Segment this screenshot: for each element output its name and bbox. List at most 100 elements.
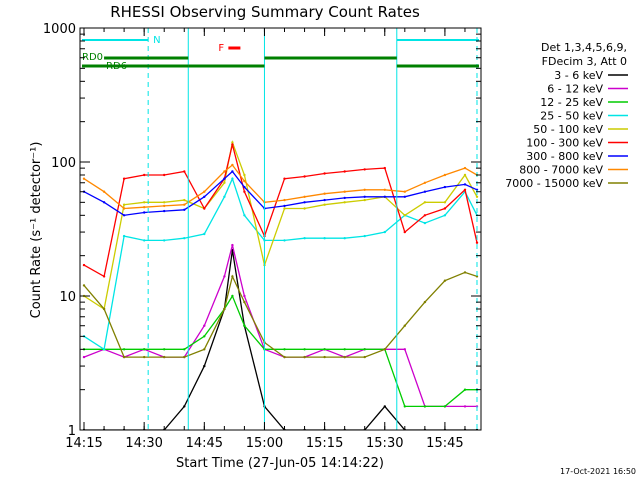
series-5-point (283, 177, 286, 180)
series-7-point (343, 190, 346, 193)
series-8-point (163, 355, 166, 359)
x-axis-label: Start Time (27-Jun-05 14:14:22) (176, 456, 384, 471)
legend-entry-label: 12 - 25 keV (540, 96, 603, 109)
y-tick-label: 100 (51, 156, 76, 171)
series-4-point (363, 198, 366, 202)
series-7-point (231, 163, 234, 167)
series-7-point (403, 190, 406, 193)
series-1-point (82, 355, 86, 359)
series-line-2 (84, 294, 477, 408)
legend-entry-label: 3 - 6 keV (554, 69, 603, 82)
series-5-point (363, 168, 366, 171)
footer-timestamp: 17-Oct-2021 16:50 (560, 467, 636, 476)
series-1-point (403, 348, 406, 351)
series-5-point (443, 207, 447, 210)
series-6-point (223, 177, 226, 180)
series-group (82, 140, 479, 430)
legend-header-line-1: Det 1,3,4,5,6,9, (541, 41, 627, 54)
series-2-point (231, 294, 234, 298)
series-2-point (463, 388, 467, 391)
legend-entry-label: 300 - 800 keV (526, 150, 603, 163)
series-5-point (243, 190, 246, 193)
series-6-point (383, 195, 386, 198)
series-8-point (122, 355, 126, 359)
x-tick-label: 15:45 (426, 436, 463, 451)
series-3-point (143, 239, 146, 242)
series-7-point (122, 207, 126, 210)
series-8-point (363, 355, 366, 359)
series-5-point (203, 207, 206, 210)
series-3-point (223, 195, 226, 198)
series-3-point (363, 234, 366, 238)
series-7-point (323, 192, 326, 195)
series-7-point (283, 198, 286, 202)
series-4-point (403, 214, 406, 217)
y-tick-label: 1 (68, 424, 76, 439)
series-7-point (203, 190, 206, 193)
series-4-point (475, 195, 479, 198)
legend-entry-label: 25 - 50 keV (540, 110, 603, 123)
series-8-point (143, 355, 146, 359)
series-6-point (143, 211, 146, 214)
series-5-point (143, 173, 146, 177)
legend-entry-label: 6 - 12 keV (547, 83, 603, 96)
series-2-point (423, 405, 427, 408)
series-8-point (203, 348, 206, 351)
series-7-point (82, 177, 86, 180)
series-5-point (231, 143, 234, 146)
series-4-point (122, 203, 126, 206)
series-1-point (243, 294, 246, 298)
series-5-point (403, 230, 406, 234)
series-4-point (303, 207, 306, 210)
series-7-point (243, 179, 246, 183)
series-line-1 (83, 244, 477, 408)
series-3-point (183, 237, 186, 240)
series-5-point (323, 172, 326, 175)
x-tick-label: 14:30 (125, 436, 162, 451)
chart-title: RHESSI Observing Summary Count Rates (110, 3, 420, 21)
series-6-point (243, 185, 246, 189)
flare-label: F (218, 43, 224, 54)
series-1-point (223, 275, 226, 278)
series-5-point (163, 173, 166, 177)
series-6-point (283, 204, 286, 208)
x-tick-label: 15:00 (246, 436, 283, 451)
night-label: N (153, 35, 160, 46)
series-3-point (443, 214, 447, 217)
legend-entry-label: 50 - 100 keV (533, 123, 603, 136)
tick-group: 14:15 14:30 14:45 15:00 15:15 15:30 15:45 1 10 10… (43, 22, 481, 451)
series-3-point (122, 234, 126, 238)
series-6-point (443, 185, 447, 189)
series-8-point (343, 355, 346, 359)
series-3-point (102, 348, 106, 351)
series-6-point (475, 188, 479, 191)
series-8-point (423, 300, 427, 304)
series-2-point (163, 348, 166, 351)
series-4-point (231, 141, 234, 144)
series-8-point (323, 355, 326, 359)
series-1-point (203, 324, 206, 327)
series-2-point (143, 348, 146, 351)
series-2-point (403, 405, 406, 408)
series-2-point (183, 348, 186, 351)
legend-entry-label: 100 - 300 keV (526, 137, 603, 150)
series-6-point (463, 183, 467, 186)
series-8-point (475, 275, 479, 278)
rd6-label: RD6 (106, 61, 127, 72)
series-4-point (243, 173, 246, 177)
series-line-3 (83, 176, 478, 351)
series-7-point (163, 204, 166, 208)
series-8-point (82, 284, 86, 287)
series-5-point (82, 263, 86, 267)
series-2-point (323, 348, 326, 351)
series-4-point (283, 207, 286, 210)
series-4-point (183, 198, 186, 202)
y-tick-label: 10 (59, 290, 76, 305)
legend-header-line-2: FDecim 3, Att 0 (542, 55, 627, 68)
series-6-point (363, 195, 366, 198)
series-0-point (383, 405, 386, 408)
series-5-point (122, 177, 126, 180)
series-6-point (403, 195, 406, 198)
